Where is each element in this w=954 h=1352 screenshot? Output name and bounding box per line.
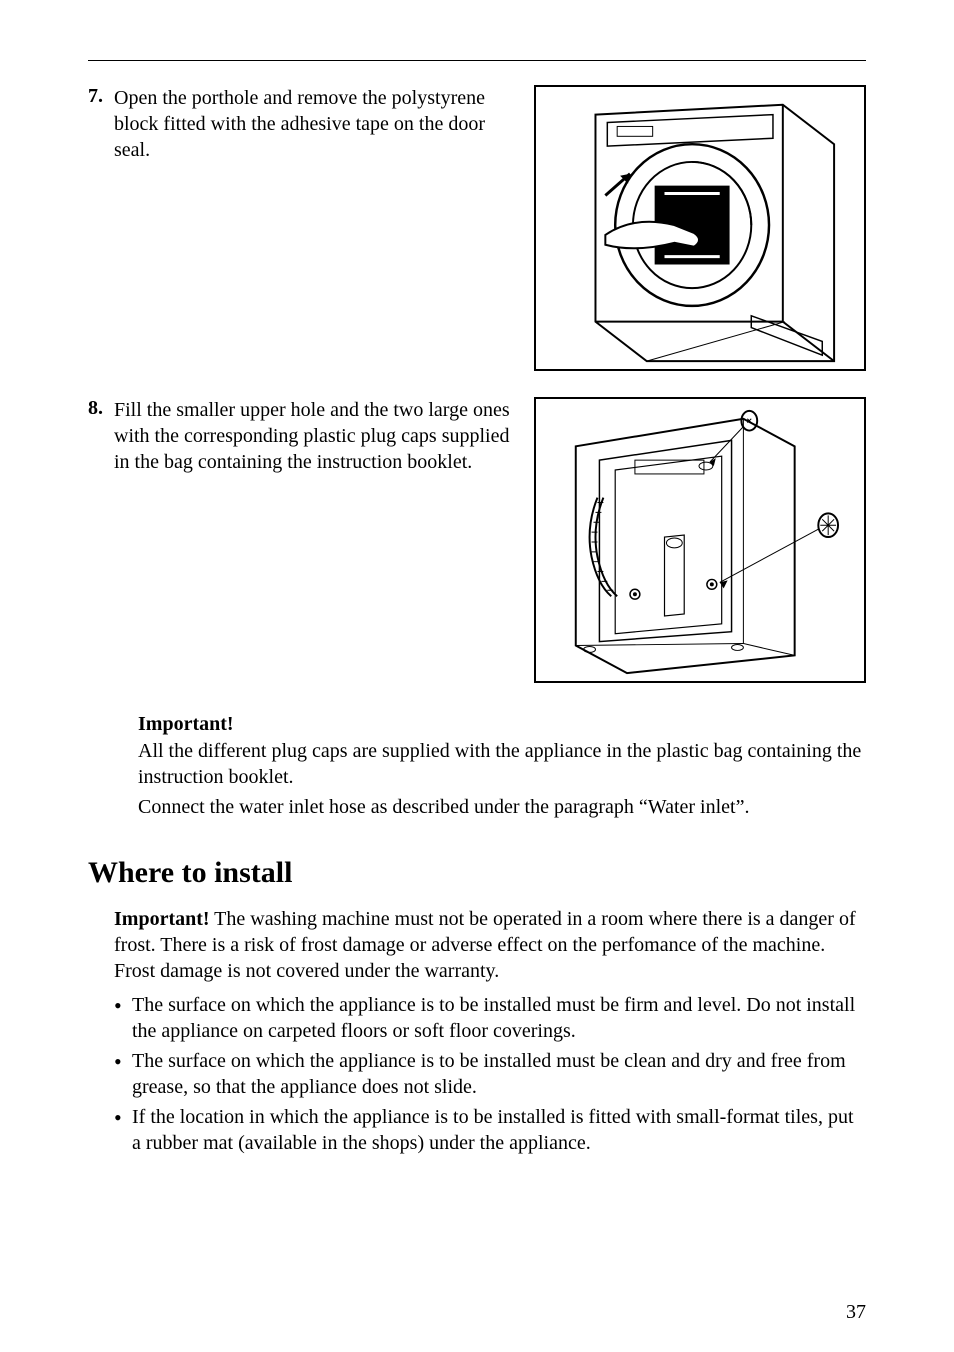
- important-plug-caps: Important! All the different plug caps a…: [88, 713, 866, 790]
- connect-water-inlet-text: Connect the water inlet hose as describe…: [88, 794, 866, 820]
- illustration-porthole: [534, 85, 866, 371]
- important-text: All the different plug caps are supplied…: [138, 738, 866, 790]
- important-label: Important!: [138, 713, 866, 736]
- step-8-text: Fill the smaller upper hole and the two …: [114, 397, 516, 693]
- step-8-number: 8.: [88, 397, 114, 693]
- illustration-plugcaps: [534, 397, 866, 683]
- page-top-rule: [88, 60, 866, 61]
- step-7-text: Open the porthole and remove the polysty…: [114, 85, 516, 381]
- where-to-install-body: Important! The washing machine must not …: [88, 906, 866, 1156]
- bullet-text: The surface on which the appliance is to…: [132, 1048, 866, 1100]
- list-item: The surface on which the appliance is to…: [114, 992, 866, 1044]
- important-inline-label: Important!: [114, 908, 210, 930]
- bullet-text: The surface on which the appliance is to…: [132, 992, 866, 1044]
- install-bullet-list: The surface on which the appliance is to…: [114, 992, 866, 1156]
- where-to-install-important: Important! The washing machine must not …: [114, 906, 866, 984]
- step-7: 7. Open the porthole and remove the poly…: [88, 85, 866, 381]
- list-item: If the location in which the appliance i…: [114, 1104, 866, 1156]
- list-item: The surface on which the appliance is to…: [114, 1048, 866, 1100]
- page-number: 37: [846, 1301, 866, 1324]
- bullet-text: If the location in which the appliance i…: [132, 1104, 866, 1156]
- step-8: 8. Fill the smaller upper hole and the t…: [88, 397, 866, 693]
- step-8-body: Fill the smaller upper hole and the two …: [114, 397, 866, 693]
- important-inline-text: The washing machine must not be operated…: [114, 908, 856, 982]
- step-7-number: 7.: [88, 85, 114, 381]
- step-7-body: Open the porthole and remove the polysty…: [114, 85, 866, 381]
- heading-where-to-install: Where to install: [88, 856, 866, 890]
